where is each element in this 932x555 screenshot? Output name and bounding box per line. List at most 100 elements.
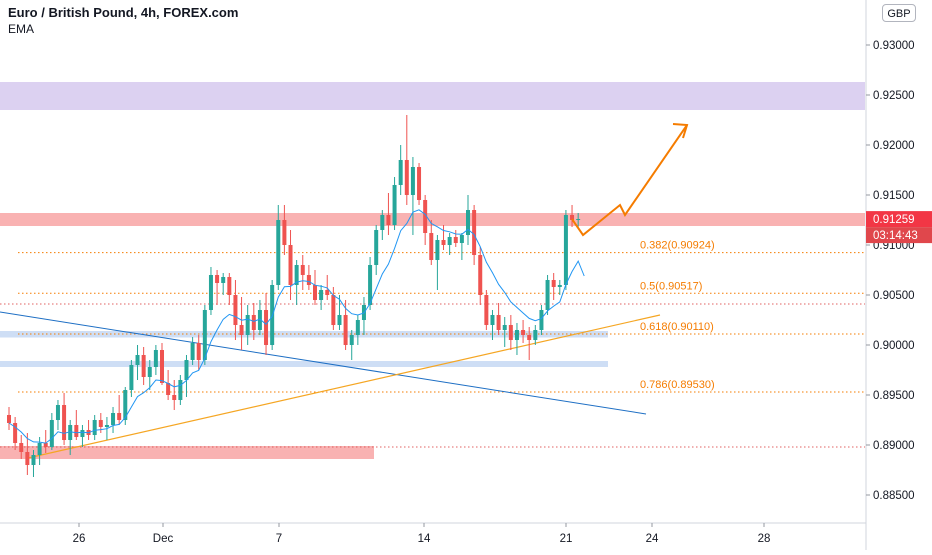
candle[interactable]: [533, 325, 538, 345]
candle[interactable]: [178, 375, 183, 405]
candle[interactable]: [160, 343, 164, 385]
candle[interactable]: [135, 345, 140, 380]
projection-path[interactable]: [571, 124, 688, 237]
candle[interactable]: [313, 270, 317, 305]
candle[interactable]: [62, 393, 67, 445]
candle[interactable]: [221, 273, 226, 295]
candle[interactable]: [380, 210, 385, 240]
candle[interactable]: [68, 420, 73, 455]
candle[interactable]: [196, 335, 201, 370]
candle[interactable]: [417, 163, 422, 205]
candle[interactable]: [423, 195, 428, 245]
candle[interactable]: [184, 355, 189, 397]
candle[interactable]: [86, 420, 91, 440]
candle[interactable]: [466, 195, 470, 245]
candle[interactable]: [361, 297, 366, 335]
candle[interactable]: [92, 415, 97, 440]
candle[interactable]: [527, 327, 532, 360]
candle[interactable]: [398, 145, 403, 195]
candle[interactable]: [37, 437, 42, 465]
candle[interactable]: [215, 270, 220, 305]
candle[interactable]: [25, 433, 30, 475]
candle[interactable]: [147, 360, 152, 390]
candle[interactable]: [74, 410, 79, 440]
ascending-trendline[interactable]: [27, 314, 661, 459]
zone-support-1[interactable]: [0, 331, 608, 338]
candle[interactable]: [288, 230, 293, 300]
candle[interactable]: [227, 273, 232, 305]
candle[interactable]: [202, 305, 207, 365]
candle[interactable]: [392, 177, 397, 230]
candle[interactable]: [410, 157, 415, 235]
candle[interactable]: [257, 300, 262, 335]
candle[interactable]: [570, 205, 575, 227]
candle[interactable]: [429, 220, 434, 265]
candle[interactable]: [80, 425, 85, 447]
candle[interactable]: [557, 280, 562, 295]
candle[interactable]: [508, 315, 513, 350]
candle[interactable]: [49, 413, 54, 450]
candle[interactable]: [208, 267, 213, 315]
candle[interactable]: [129, 360, 134, 397]
candle[interactable]: [117, 395, 122, 425]
candle[interactable]: [337, 295, 342, 330]
candle[interactable]: [576, 213, 581, 227]
candle[interactable]: [276, 205, 281, 290]
candle[interactable]: [123, 387, 128, 425]
descending-trendline[interactable]: [0, 311, 647, 415]
candle[interactable]: [374, 225, 379, 275]
candle[interactable]: [563, 210, 568, 290]
candle[interactable]: [343, 300, 348, 350]
candle[interactable]: [404, 115, 409, 205]
candle[interactable]: [306, 265, 311, 290]
candle[interactable]: [435, 235, 440, 290]
candle[interactable]: [386, 193, 391, 235]
candle[interactable]: [551, 273, 556, 300]
candle[interactable]: [545, 275, 550, 315]
candle[interactable]: [521, 320, 526, 343]
candle[interactable]: [233, 280, 238, 340]
candle[interactable]: [331, 287, 336, 330]
candle[interactable]: [7, 407, 11, 430]
candle[interactable]: [166, 370, 171, 400]
candle[interactable]: [459, 233, 464, 260]
candle[interactable]: [31, 450, 36, 477]
indicator-label[interactable]: EMA: [8, 22, 35, 36]
zone-support-2[interactable]: [0, 361, 608, 367]
ema-line[interactable]: [8, 209, 585, 444]
candle[interactable]: [484, 290, 489, 330]
current-price-badge[interactable]: [866, 211, 932, 228]
candle[interactable]: [55, 400, 60, 430]
candle[interactable]: [502, 317, 507, 347]
candle[interactable]: [539, 305, 544, 335]
zone-resistance[interactable]: [0, 213, 865, 226]
candle[interactable]: [453, 230, 458, 247]
candle[interactable]: [447, 233, 452, 255]
candle[interactable]: [319, 285, 324, 310]
candle[interactable]: [478, 247, 483, 305]
candle[interactable]: [153, 345, 158, 375]
candle[interactable]: [368, 257, 373, 310]
candle[interactable]: [172, 380, 177, 410]
candle[interactable]: [43, 430, 48, 453]
candle[interactable]: [111, 407, 116, 433]
candle[interactable]: [355, 315, 360, 345]
candle[interactable]: [441, 225, 446, 250]
candle[interactable]: [245, 305, 250, 345]
zone-demand[interactable]: [0, 446, 374, 459]
candle[interactable]: [349, 330, 354, 360]
candle[interactable]: [496, 303, 501, 335]
candle[interactable]: [282, 205, 287, 255]
candle[interactable]: [19, 435, 24, 459]
currency-button[interactable]: GBP: [882, 4, 916, 22]
candle[interactable]: [141, 347, 146, 385]
candle[interactable]: [13, 417, 18, 450]
candle[interactable]: [514, 323, 519, 355]
zone-top[interactable]: [0, 82, 865, 110]
candle[interactable]: [300, 255, 305, 290]
candle[interactable]: [190, 337, 195, 365]
candle[interactable]: [490, 310, 495, 340]
candle[interactable]: [239, 297, 244, 350]
